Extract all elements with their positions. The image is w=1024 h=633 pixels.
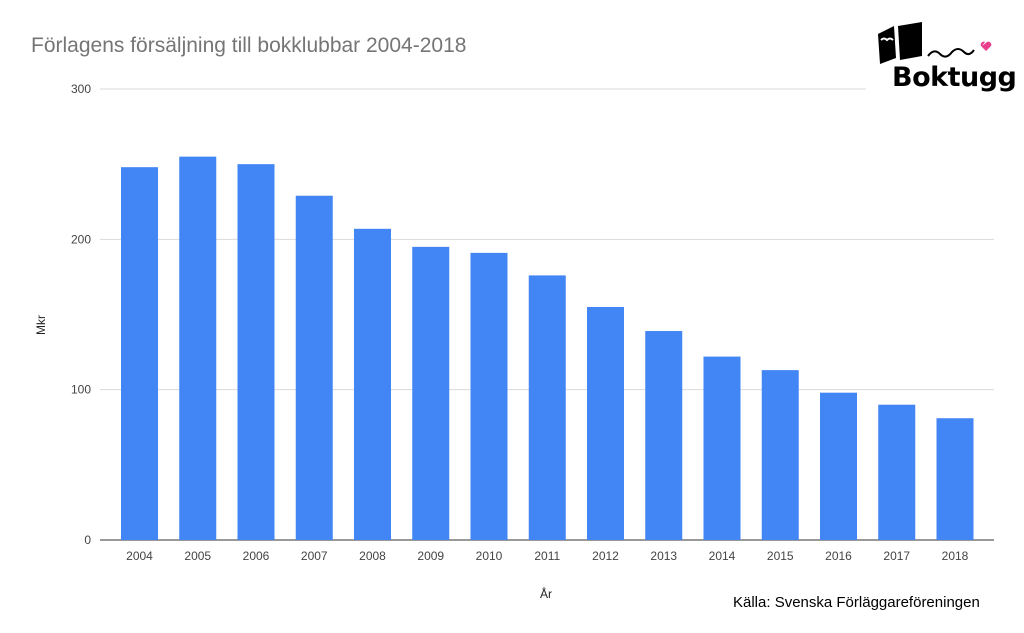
book-icon (878, 22, 992, 64)
x-tick-label: 2017 (883, 549, 910, 563)
x-tick-label: 2015 (767, 549, 794, 563)
bar-2016 (820, 392, 857, 540)
bar-2008 (354, 228, 391, 540)
x-tick-label: 2013 (650, 549, 677, 563)
bar-2007 (295, 195, 333, 540)
x-tick-label: 2006 (243, 549, 270, 563)
bar-2012 (587, 306, 624, 540)
bar-2010 (470, 252, 508, 540)
boktugg-logo: Boktugg (864, 20, 1017, 95)
bar-2017 (878, 404, 916, 540)
bar-2013 (645, 331, 683, 540)
y-tick-label: 200 (71, 232, 91, 246)
x-tick-label: 2010 (476, 549, 503, 563)
x-tick-label: 2004 (126, 549, 153, 563)
y-tick-labels: 0 100 200 300 (71, 82, 91, 547)
x-tick-label: 2012 (592, 549, 619, 563)
y-tick-label: 0 (84, 533, 91, 547)
x-tick-labels: 2004 2005 2006 2007 2008 2009 2010 2011 2012 2013… (126, 549, 969, 563)
bar-2015 (761, 370, 799, 540)
bar-2011 (528, 275, 566, 540)
x-tick-label: 2005 (184, 549, 211, 563)
bar-2009 (412, 246, 450, 540)
x-tick-label: 2016 (825, 549, 852, 563)
y-tick-label: 100 (71, 383, 91, 397)
bar-2014 (703, 356, 741, 540)
bar-2018 (936, 418, 974, 540)
y-axis-label: Mkr (34, 315, 48, 335)
x-tick-label: 2007 (301, 549, 328, 563)
bars (121, 156, 974, 540)
y-tick-label: 300 (71, 82, 91, 96)
x-axis-label: År (540, 586, 552, 601)
x-tick-label: 2009 (417, 549, 444, 563)
x-tick-label: 2018 (942, 549, 969, 563)
chart-title: Förlagens försäljning till bokklubbar 20… (31, 34, 467, 57)
bar-2005 (179, 156, 217, 540)
x-tick-label: 2008 (359, 549, 386, 563)
logo-text: Boktugg (892, 62, 1017, 93)
x-tick-label: 2011 (534, 549, 560, 563)
source-note: Källa: Svenska Förläggareföreningen (733, 594, 980, 611)
bar-2004 (121, 167, 158, 540)
x-tick-label: 2014 (709, 549, 736, 563)
bar-2006 (237, 164, 275, 540)
